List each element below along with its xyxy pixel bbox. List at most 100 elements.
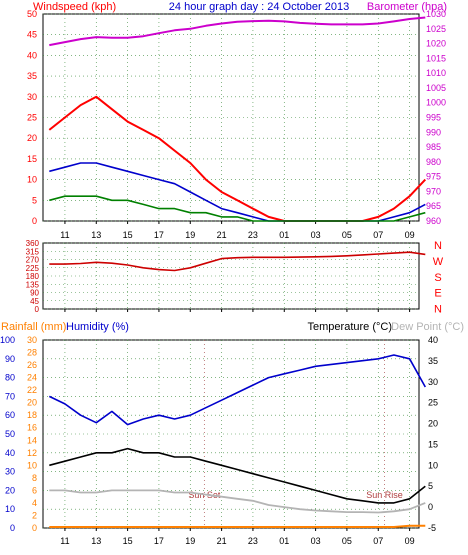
- wind-x-tick-label: 09: [405, 230, 415, 240]
- wind-y-tick-label: 35: [27, 71, 37, 81]
- wind-barometer-panel: 0510152025303540455096096597097598098599…: [27, 9, 446, 240]
- wind-y-tick-label: 20: [27, 133, 37, 143]
- barometer-y-tick-label: 1015: [426, 53, 446, 63]
- temperature-axis-label: Temperature (°C): [308, 321, 392, 333]
- humidity-y-tick-label: 10: [5, 504, 15, 514]
- rainfall-y-tick-label: 16: [27, 423, 37, 433]
- wind-axis-label: Windspeed (kph): [33, 1, 116, 13]
- wind-y-tick-label: 25: [27, 113, 37, 123]
- dewpoint-axis-label: Dew Point (°C): [391, 321, 464, 333]
- barometer-y-tick-label: 1030: [426, 9, 446, 19]
- temperature-line: [49, 447, 426, 504]
- temperature-y-tick-label: 20: [428, 419, 438, 429]
- temperature-x-tick-label: 19: [185, 536, 195, 546]
- wind-x-tick-label: 17: [154, 230, 164, 240]
- direction-y-tick-label: 225: [26, 264, 40, 273]
- rainfall-y-tick-label: 24: [27, 373, 37, 383]
- wind-x-tick-label: 19: [185, 230, 195, 240]
- barometer-y-tick-label: 1025: [426, 24, 446, 34]
- rainfall-y-tick-label: 6: [32, 485, 37, 495]
- wind-x-tick-label: 15: [123, 230, 133, 240]
- temperature-x-tick-label: 21: [217, 536, 227, 546]
- rainfall-y-tick-label: 0: [32, 523, 37, 533]
- compass-n-label: N: [434, 240, 442, 252]
- sunrise-label: Sun Rise: [366, 490, 403, 500]
- direction-y-tick-label: 45: [30, 297, 39, 306]
- rainfall-y-tick-label: 2: [32, 510, 37, 520]
- humidity-y-tick-label: 40: [5, 448, 15, 458]
- temperature-y-tick-label: 40: [428, 335, 438, 345]
- humidity-y-tick-label: 60: [5, 410, 15, 420]
- humidity-y-tick-label: 0: [10, 523, 15, 533]
- barometer-axis-label: Barometer (hpa): [367, 1, 447, 13]
- wind-direction-line: [49, 251, 426, 272]
- barometer-line: [49, 16, 426, 47]
- temperature-x-tick-label: 11: [60, 536, 69, 546]
- compass-s-label: S: [434, 272, 441, 284]
- wind-x-tick-label: 11: [60, 230, 69, 240]
- barometer-y-tick-label: 1000: [426, 98, 446, 108]
- humidity-y-tick-label: 80: [5, 373, 15, 383]
- wind-y-tick-label: 0: [32, 216, 37, 226]
- wind-y-tick-label: 30: [27, 92, 37, 102]
- barometer-y-tick-label: 970: [426, 186, 441, 196]
- temperature-x-tick-label: 05: [342, 536, 352, 546]
- temperature-y-tick-label: 30: [428, 377, 438, 387]
- temperature-y-tick-label: 25: [428, 398, 438, 408]
- temperature-x-tick-label: 03: [311, 536, 321, 546]
- wind-x-tick-label: 01: [279, 230, 289, 240]
- barometer-y-tick-label: 975: [426, 172, 441, 182]
- chart-title: 24 hour graph day : 24 October 2013: [169, 1, 349, 13]
- wind-x-tick-label: 03: [311, 230, 321, 240]
- barometer-y-tick-label: 1005: [426, 83, 446, 93]
- temperature-x-tick-label: 13: [91, 536, 101, 546]
- temperature-x-tick-label: 01: [279, 536, 289, 546]
- rainfall-y-tick-label: 12: [27, 448, 37, 458]
- wind-x-tick-label: 13: [91, 230, 101, 240]
- barometer-y-tick-label: 980: [426, 157, 441, 167]
- rainfall-y-tick-label: 18: [27, 410, 37, 420]
- barometer-y-tick-label: 960: [426, 216, 441, 226]
- barometer-y-tick-label: 995: [426, 113, 441, 123]
- humidity-line: [48, 354, 426, 426]
- barometer-y-tick-label: 985: [426, 142, 441, 152]
- direction-y-tick-label: 0: [35, 305, 40, 314]
- rainfall-y-tick-label: 28: [27, 348, 37, 358]
- compass-n-label: N: [434, 304, 442, 316]
- compass-e-label: E: [434, 288, 441, 300]
- barometer-y-tick-label: 1020: [426, 39, 446, 49]
- temperature-x-tick-label: 17: [154, 536, 164, 546]
- humidity-axis-label: Humidity (%): [66, 321, 129, 333]
- humidity-y-tick-label: 70: [5, 391, 15, 401]
- direction-y-tick-label: 360: [26, 239, 40, 248]
- rainfall-y-tick-label: 22: [27, 385, 37, 395]
- barometer-y-tick-label: 990: [426, 127, 441, 137]
- barometer-y-tick-label: 1010: [426, 68, 446, 78]
- wind-min-line: [49, 195, 426, 222]
- wind-x-tick-label: 23: [248, 230, 258, 240]
- direction-y-tick-label: 180: [26, 272, 40, 281]
- direction-y-tick-label: 90: [30, 289, 39, 298]
- wind-x-tick-label: 05: [342, 230, 352, 240]
- wind-x-tick-label: 07: [373, 230, 383, 240]
- direction-y-tick-label: 315: [26, 247, 40, 256]
- temperature-x-tick-label: 09: [405, 536, 415, 546]
- barometer-y-tick-label: 965: [426, 201, 441, 211]
- humidity-y-tick-label: 90: [5, 354, 15, 364]
- direction-y-tick-label: 135: [26, 280, 40, 289]
- wind-y-tick-label: 40: [27, 50, 37, 60]
- temperature-y-tick-label: 15: [428, 439, 438, 449]
- rainfall-y-tick-label: 4: [32, 498, 37, 508]
- temperature-x-tick-label: 15: [123, 536, 133, 546]
- temperature-y-tick-label: 35: [428, 356, 438, 366]
- humidity-y-tick-label: 30: [5, 467, 15, 477]
- wind-x-tick-label: 21: [217, 230, 227, 240]
- rainfall-line: [49, 524, 426, 528]
- humidity-y-tick-label: 100: [0, 335, 15, 345]
- rainfall-y-tick-label: 30: [27, 335, 37, 345]
- direction-y-tick-label: 270: [26, 256, 40, 265]
- wind-y-tick-label: 5: [32, 195, 37, 205]
